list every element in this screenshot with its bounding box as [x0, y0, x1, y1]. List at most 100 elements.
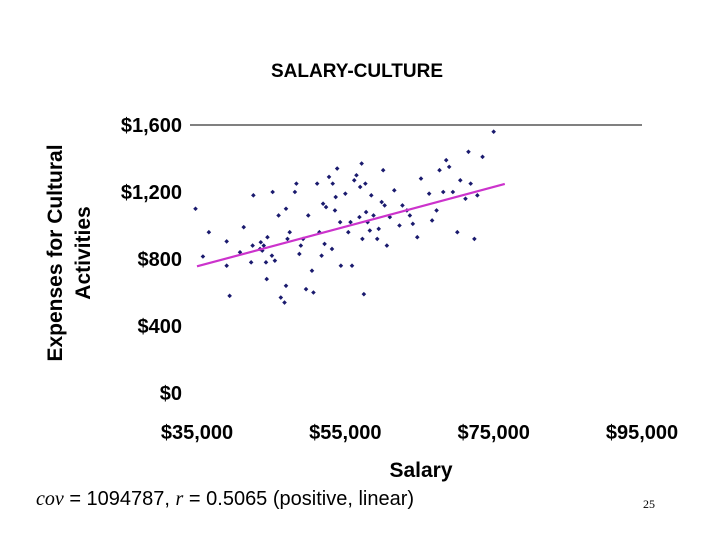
data-point [269, 253, 275, 258]
data-point [317, 229, 322, 235]
data-point [407, 213, 413, 218]
chart-title: SALARY-CULTURE [271, 61, 443, 82]
data-point [361, 291, 367, 297]
data-point [285, 236, 290, 242]
data-point [282, 300, 287, 305]
data-point [224, 239, 229, 244]
data-point [351, 177, 357, 183]
data-point [384, 243, 390, 248]
y-axis-title-line-2: Activities [72, 206, 95, 299]
data-point [263, 260, 269, 265]
data-point [224, 263, 229, 268]
r-symbol: r [175, 488, 184, 510]
data-point [363, 181, 368, 186]
data-point [250, 243, 255, 248]
data-point [333, 194, 338, 200]
data-point [368, 193, 374, 198]
data-point [429, 218, 435, 223]
y-tick-label: $800 [138, 249, 183, 271]
data-point [272, 258, 278, 263]
data-point [283, 283, 289, 289]
data-point [343, 191, 348, 196]
data-point [446, 164, 452, 170]
data-point [397, 223, 402, 228]
data-point [349, 263, 355, 268]
data-point [287, 229, 293, 235]
data-point [305, 213, 311, 218]
y-tick-label: $0 [160, 383, 182, 405]
data-point [206, 229, 212, 235]
data-point [354, 172, 359, 178]
data-point [472, 236, 477, 242]
data-point [359, 161, 364, 166]
data-point [270, 189, 275, 195]
data-point [363, 209, 369, 215]
data-point [303, 286, 309, 292]
data-point [278, 295, 284, 300]
data-point [418, 176, 424, 181]
data-point [322, 241, 327, 247]
data-point [227, 293, 232, 299]
data-point [309, 268, 315, 274]
data-points [193, 129, 496, 305]
data-point [443, 157, 449, 163]
data-point [426, 191, 432, 196]
data-point [410, 221, 416, 227]
data-point [346, 229, 351, 235]
data-point [319, 253, 324, 258]
data-point [298, 243, 304, 248]
data-point [376, 226, 382, 232]
data-point [283, 206, 289, 212]
data-point [434, 208, 439, 213]
cov-symbol: cov [36, 488, 64, 510]
correlation-caption: cov = 1094787, r = 0.5065 (positive, lin… [36, 488, 414, 511]
data-point [330, 181, 336, 186]
r-value: = 0.5065 (positive, linear) [183, 488, 415, 510]
page-number: 25 [643, 497, 655, 511]
data-point [276, 213, 281, 218]
data-point [258, 239, 264, 245]
data-point [357, 214, 362, 220]
data-point [379, 199, 384, 205]
y-tick-label: $1,200 [121, 182, 182, 204]
data-point [440, 189, 446, 195]
data-point [463, 196, 468, 201]
x-tick-label: $55,000 [309, 422, 381, 444]
data-point [357, 184, 363, 190]
data-point [332, 208, 338, 213]
data-point [387, 214, 393, 220]
data-point [491, 129, 496, 134]
data-point [297, 251, 302, 257]
data-point [400, 203, 405, 208]
data-point [457, 177, 463, 183]
data-point [329, 246, 335, 252]
y-tick-label: $1,600 [121, 115, 182, 137]
data-point [466, 149, 471, 155]
data-point [391, 188, 397, 193]
data-point [292, 189, 298, 195]
data-point [241, 224, 247, 230]
data-point [261, 243, 267, 248]
x-tick-label: $75,000 [458, 422, 530, 444]
data-point [475, 193, 480, 198]
data-point [320, 201, 326, 207]
x-tick-label: $95,000 [606, 422, 678, 444]
cov-value: = 1094787, [63, 488, 176, 510]
data-point [348, 219, 353, 225]
data-point [450, 189, 456, 195]
data-point [264, 276, 270, 282]
data-point [248, 260, 254, 265]
data-point [480, 154, 485, 160]
x-axis-tick-labels: $35,000 $55,000 $75,000 $95,000 [161, 422, 678, 444]
x-axis-title: Salary [389, 459, 452, 482]
data-point [468, 181, 473, 186]
data-point [367, 228, 373, 233]
data-point [382, 203, 387, 208]
data-point [334, 166, 340, 171]
data-point [265, 234, 270, 240]
data-point [314, 181, 320, 186]
data-point [294, 181, 299, 186]
data-point [414, 234, 420, 240]
data-point [437, 167, 442, 173]
